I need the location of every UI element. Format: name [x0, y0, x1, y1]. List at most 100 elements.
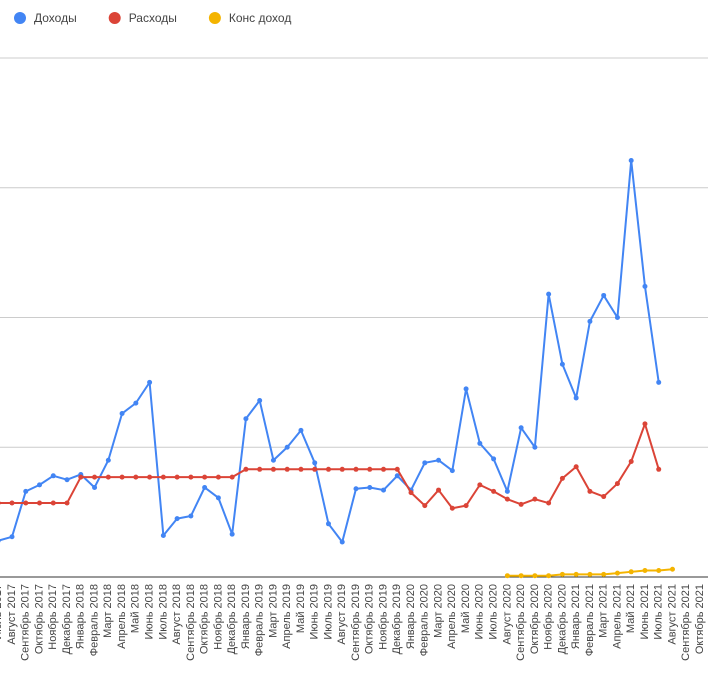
x-tick-label: Май 2021 [625, 584, 637, 633]
data-point [298, 427, 304, 433]
data-point [257, 466, 263, 472]
data-point [325, 466, 331, 472]
data-point [573, 395, 579, 401]
data-point [160, 474, 166, 480]
x-tick-label: Октябрь 2017 [33, 584, 45, 654]
data-point [353, 486, 359, 492]
x-tick-label: Сентябрь 2020 [515, 584, 527, 661]
x-tick-label: Октябрь 2018 [199, 584, 211, 654]
data-point [518, 425, 524, 431]
x-tick-label: Ноябрь 2019 [377, 584, 389, 650]
x-tick-label: Январь 2018 [75, 584, 87, 649]
x-tick-label: Июнь 2019 [309, 584, 321, 640]
x-tick-label: Август 2017 [6, 584, 18, 645]
x-tick-label: Октябрь 2021 [694, 584, 706, 654]
data-point [601, 494, 607, 500]
series-line [0, 422, 660, 510]
data-point [92, 474, 98, 480]
x-tick-label: Январь 2019 [240, 584, 252, 649]
data-point [532, 496, 538, 502]
data-point [92, 484, 98, 490]
data-point [436, 457, 442, 463]
x-tick-label: Май 2018 [130, 584, 142, 633]
data-point [587, 488, 593, 494]
x-tick-label: Август 2019 [336, 584, 348, 645]
data-point [614, 481, 620, 487]
data-point [215, 495, 221, 501]
data-point [463, 386, 469, 392]
legend-marker [108, 12, 121, 24]
data-point [436, 487, 442, 493]
data-point [37, 482, 43, 488]
data-point [243, 416, 249, 422]
data-point [339, 466, 345, 472]
x-tick-label: Сентябрь 2017 [20, 584, 32, 661]
data-point [188, 513, 194, 519]
data-point [491, 488, 497, 494]
x-tick-label: Июль 2020 [488, 584, 500, 640]
data-point [546, 291, 552, 297]
x-tick-label: Март 2018 [102, 584, 114, 638]
data-point [229, 531, 235, 537]
data-point [491, 456, 497, 462]
data-point [628, 569, 634, 575]
x-tick-label: Март 2019 [267, 584, 279, 638]
data-point [394, 473, 400, 479]
x-tick-label: Май 2020 [460, 584, 472, 633]
legend-marker [208, 12, 221, 24]
data-point [628, 158, 634, 164]
data-point [50, 473, 56, 479]
data-point [23, 500, 29, 506]
data-point [298, 466, 304, 472]
data-point [78, 474, 84, 480]
data-point [504, 488, 510, 494]
data-point [449, 505, 455, 511]
data-point [64, 477, 70, 483]
x-tick-label: Август 2018 [171, 584, 183, 645]
x-tick-label: Март 2020 [432, 584, 444, 638]
x-tick-label: Январь 2021 [570, 584, 582, 649]
data-point [64, 500, 70, 506]
data-point [532, 573, 538, 579]
x-tick-label: Февраль 2019 [254, 584, 266, 656]
data-point [518, 501, 524, 507]
data-point [284, 444, 290, 450]
data-point [656, 379, 662, 385]
data-point [573, 464, 579, 470]
data-point [559, 571, 565, 577]
x-tick-label: Апрель 2021 [611, 584, 623, 649]
data-point [601, 571, 607, 577]
x-tick-label: Сентябрь 2021 [680, 584, 692, 661]
data-point [339, 539, 345, 545]
x-tick-label: Октябрь 2020 [529, 584, 541, 654]
x-tick-label: Ноябрь 2017 [47, 584, 59, 650]
x-tick-label: Декабрь 2018 [226, 584, 238, 654]
legend-label: Доходы [34, 11, 77, 25]
data-point [105, 474, 111, 480]
x-tick-label: Июнь 2020 [474, 584, 486, 640]
data-point [587, 571, 593, 577]
data-point [270, 457, 276, 463]
data-point [119, 474, 125, 480]
data-point [284, 466, 290, 472]
data-point [312, 466, 318, 472]
data-point [504, 496, 510, 502]
data-point [105, 457, 111, 463]
x-tick-label: Апрель 2019 [281, 584, 293, 649]
x-tick-label: Июнь 2021 [639, 584, 651, 640]
x-tick-label: Декабрь 2017 [61, 584, 73, 654]
x-tick-label: Февраль 2020 [419, 584, 431, 656]
x-tick-label: Август 2020 [501, 584, 513, 645]
x-tick-label: Октябрь 2019 [364, 584, 376, 654]
data-point [669, 566, 675, 572]
data-point [325, 521, 331, 527]
data-point [628, 459, 634, 465]
data-point [147, 379, 153, 385]
x-tick-label: Сентябрь 2019 [350, 584, 362, 661]
data-point [270, 466, 276, 472]
data-point [449, 468, 455, 474]
x-tick-label: Апрель 2018 [116, 584, 128, 649]
data-point [381, 487, 387, 493]
data-point [188, 474, 194, 480]
